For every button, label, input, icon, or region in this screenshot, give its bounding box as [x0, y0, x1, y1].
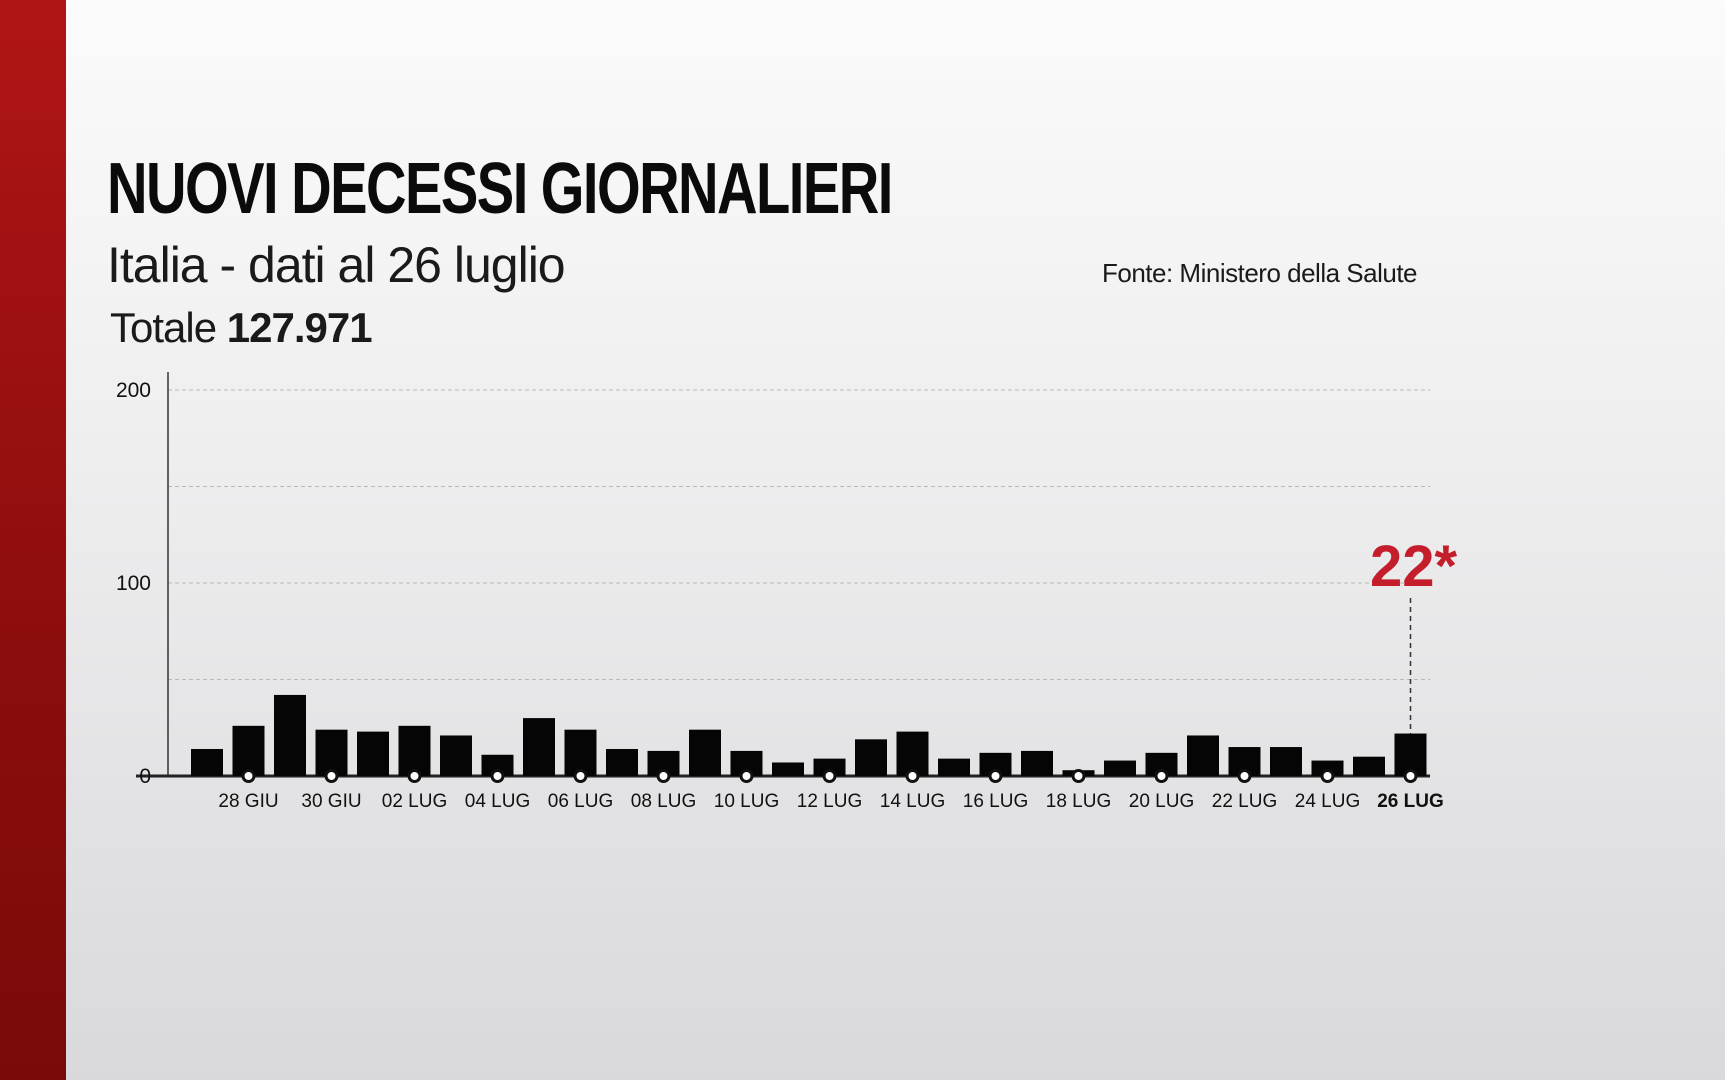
- bar: [1394, 733, 1427, 776]
- x-tick-label: 20 LUG: [1129, 791, 1194, 812]
- bar: [1353, 756, 1385, 776]
- x-tick-marker: [1320, 769, 1335, 783]
- x-tick-marker: [573, 769, 588, 783]
- x-tick-label: 12 LUG: [797, 791, 862, 812]
- total-label: Totale: [110, 304, 217, 351]
- x-tick-marker: [739, 769, 754, 783]
- bar: [523, 718, 555, 776]
- bar: [813, 758, 846, 776]
- x-tick-label: 06 LUG: [548, 791, 613, 812]
- bar: [481, 754, 514, 776]
- y-tick-label: 100: [116, 572, 151, 595]
- bar: [274, 694, 306, 776]
- axes: 0 100 200: [116, 372, 1430, 788]
- x-tick-label: 30 GIU: [301, 791, 361, 812]
- bar: [606, 748, 638, 776]
- grid-lines: [168, 389, 1430, 680]
- x-tick-marker: [1071, 769, 1086, 783]
- annotation: 22*: [1370, 534, 1458, 734]
- x-tick-marker: [241, 769, 256, 783]
- bar: [1104, 760, 1136, 776]
- x-ticks: 28 GIU 30 GIU 02 LUG 04 LUG 06 LUG 08 LUG 10 L…: [218, 769, 1444, 812]
- x-tick-label: 14 LUG: [880, 791, 945, 812]
- bar: [689, 729, 721, 776]
- x-tick-label: 10 LUG: [714, 791, 779, 812]
- x-tick-label: 02 LUG: [382, 791, 447, 812]
- bars: [191, 694, 1427, 776]
- bar: [1187, 735, 1219, 776]
- total-value: 127.971: [226, 304, 373, 351]
- bar: [191, 748, 223, 776]
- x-tick-marker: [1154, 769, 1169, 783]
- x-tick-label: 16 LUG: [963, 791, 1028, 812]
- bar: [232, 725, 265, 776]
- x-tick-label: 28 GIU: [218, 791, 278, 812]
- x-tick-label: 22 LUG: [1212, 791, 1277, 812]
- bar: [1021, 750, 1053, 776]
- x-tick-label: 04 LUG: [465, 791, 530, 812]
- x-tick-label: 18 LUG: [1046, 791, 1111, 812]
- x-tick-marker: [822, 769, 837, 783]
- bar: [938, 758, 970, 776]
- side-stripe: [0, 0, 66, 1080]
- bar: [315, 729, 348, 776]
- bar: [772, 762, 804, 776]
- chart-title: NUOVI DECESSI GIORNALIERI: [107, 149, 893, 229]
- x-tick-label: 26 LUG: [1377, 791, 1444, 812]
- x-tick-marker: [490, 769, 505, 783]
- x-tick-marker: [1237, 769, 1252, 783]
- chart-subtitle: Italia - dati al 26 luglio: [107, 237, 566, 293]
- bar: [564, 729, 597, 776]
- x-tick-marker: [656, 769, 671, 783]
- x-tick-marker: [324, 769, 339, 783]
- x-tick-marker: [1403, 769, 1418, 783]
- bar: [440, 735, 472, 776]
- bar: [398, 725, 431, 776]
- bar: [896, 731, 929, 776]
- y-tick-label: 200: [116, 379, 151, 402]
- bar: [357, 731, 389, 776]
- bar: [979, 752, 1012, 776]
- bar: [855, 739, 887, 776]
- x-tick-marker: [407, 769, 422, 783]
- x-tick-marker: [905, 769, 920, 783]
- annotation-label: 22*: [1370, 534, 1458, 599]
- x-tick-label: 24 LUG: [1295, 791, 1360, 812]
- bar: [1145, 752, 1178, 776]
- bar: [1270, 747, 1302, 776]
- y-tick-label: 0: [139, 765, 151, 788]
- total-line: Totale 127.971: [110, 304, 373, 352]
- x-tick-marker: [988, 769, 1003, 783]
- bar: [1311, 760, 1344, 776]
- source-note: Fonte: Ministero della Salute: [1102, 258, 1418, 288]
- x-tick-label: 08 LUG: [631, 791, 696, 812]
